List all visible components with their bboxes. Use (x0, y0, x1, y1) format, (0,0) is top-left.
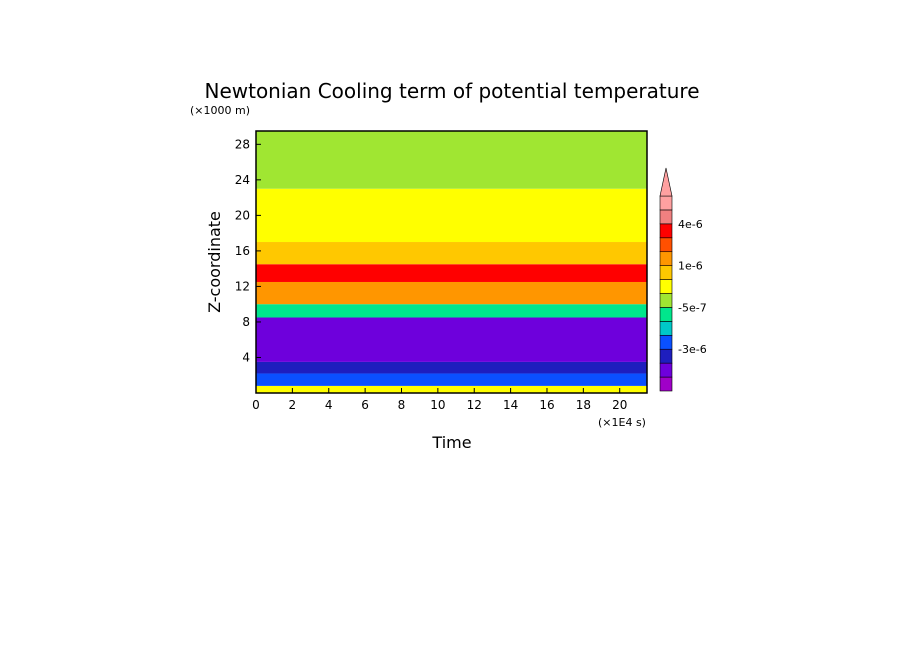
x-tick-label-0: 0 (252, 398, 260, 412)
contour-band-1 (256, 373, 647, 386)
x-tick-label-7: 14 (503, 398, 518, 412)
colorbar-swatch-1 (659, 362, 673, 378)
colorbar-swatch-13 (659, 195, 673, 211)
x-tick-label-2: 4 (325, 398, 333, 412)
y-tick-label-4: 20 (235, 208, 250, 222)
x-unit-label: (×1E4 s) (598, 416, 646, 429)
x-axis-label: Time (431, 433, 471, 452)
y-tick-label-6: 28 (235, 137, 250, 151)
contour-band-4 (256, 304, 647, 318)
x-tick-label-1: 2 (289, 398, 297, 412)
y-axis-ticks: 4 8 12 16 20 24 28 (235, 137, 261, 364)
colorbar-swatch-0 (659, 376, 673, 392)
contour-band-7 (256, 242, 647, 265)
x-tick-label-8: 16 (539, 398, 554, 412)
x-tick-label-10: 20 (612, 398, 627, 412)
contour-field (256, 131, 647, 393)
y-tick-label-1: 8 (242, 315, 250, 329)
y-unit-label: (×1000 m) (190, 104, 250, 117)
y-tick-label-5: 24 (235, 173, 250, 187)
contour-band-6 (256, 264, 647, 282)
colorbar-swatch-10 (659, 237, 673, 253)
x-axis-ticks: 0 2 4 6 8 10 12 14 16 18 20 (252, 388, 627, 412)
colorbar-swatch-12 (659, 209, 673, 225)
colorbar-swatch-7 (659, 279, 673, 294)
plot-frame (255, 130, 648, 394)
contour-band-0 (256, 385, 647, 393)
colorbar-swatch-2 (659, 348, 673, 364)
colorbar-extend-arrow (659, 167, 673, 197)
y-axis-label: Z-coordinate (205, 211, 224, 313)
colorbar-label-1: 1e-6 (678, 260, 703, 273)
y-tick-label-2: 12 (235, 279, 250, 293)
contour-band-8 (256, 188, 647, 243)
colorbar-swatch-6 (659, 293, 673, 308)
contour-band-3 (256, 317, 647, 362)
contour-band-2 (256, 361, 647, 374)
colorbar-swatch-9 (659, 251, 673, 266)
colorbar-swatch-3 (659, 334, 673, 350)
x-tick-label-5: 10 (430, 398, 445, 412)
x-tick-label-4: 8 (398, 398, 406, 412)
colorbar: 4e-6 1e-6 -5e-7 -3e-6 (659, 167, 707, 392)
y-tick-label-3: 16 (235, 244, 250, 258)
colorbar-swatch-4 (659, 321, 673, 336)
x-tick-label-6: 12 (467, 398, 482, 412)
contour-band-9 (256, 131, 647, 189)
colorbar-swatch-11 (659, 223, 673, 239)
x-tick-label-3: 6 (361, 398, 369, 412)
colorbar-label-0: 4e-6 (678, 218, 703, 231)
chart-title: Newtonian Cooling term of potential temp… (204, 79, 699, 103)
colorbar-swatch-5 (659, 307, 673, 322)
colorbar-label-3: -3e-6 (678, 343, 707, 356)
colorbar-swatch-8 (659, 265, 673, 280)
y-tick-label-0: 4 (242, 350, 250, 364)
x-tick-label-9: 18 (576, 398, 591, 412)
contour-band-5 (256, 281, 647, 305)
colorbar-label-2: -5e-7 (678, 301, 707, 314)
